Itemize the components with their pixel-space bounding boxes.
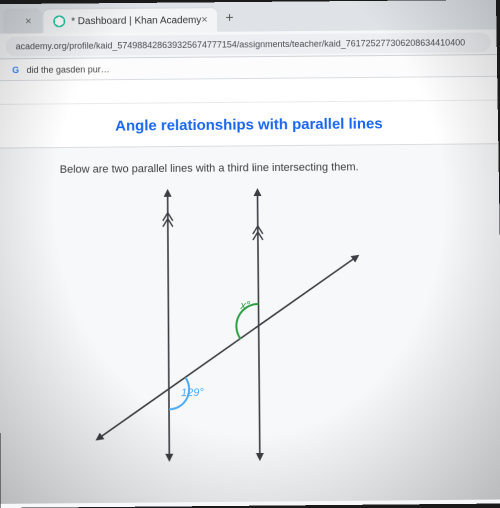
bookmark-item[interactable]: did the gasden pur… <box>27 64 110 75</box>
browser-tab-inactive[interactable]: × <box>4 10 42 34</box>
google-favicon-icon: G <box>10 64 22 76</box>
angle-label-x: x° <box>240 300 250 312</box>
khan-favicon-icon <box>53 15 65 27</box>
exercise-prompt: Below are two parallel lines with a thir… <box>60 160 499 176</box>
new-tab-button[interactable]: + <box>220 9 240 25</box>
exercise-content: Below are two parallel lines with a thir… <box>0 144 500 508</box>
geometry-figure: x° 129° <box>80 183 373 467</box>
exercise-title: Angle relationships with parallel lines <box>0 114 498 135</box>
tab-title: * Dashboard | Khan Academy <box>71 15 201 27</box>
url-text: academy.org/profile/kaid_574988428639325… <box>16 37 466 51</box>
parallel-line-left <box>168 193 170 458</box>
transversal-line <box>98 257 358 438</box>
close-icon[interactable]: × <box>25 16 31 28</box>
url-input[interactable]: academy.org/profile/kaid_574988428639325… <box>6 32 491 56</box>
browser-tab-active[interactable]: * Dashboard | Khan Academy × <box>43 8 217 33</box>
figure-svg <box>80 183 373 467</box>
angle-label-129: 129° <box>181 387 204 399</box>
browser-tabstrip: × * Dashboard | Khan Academy × + <box>0 0 496 34</box>
laptop-screen: × * Dashboard | Khan Academy × + academy… <box>0 0 500 504</box>
exercise-title-bar: Angle relationships with parallel lines <box>0 101 498 149</box>
close-icon[interactable]: × <box>201 14 207 26</box>
